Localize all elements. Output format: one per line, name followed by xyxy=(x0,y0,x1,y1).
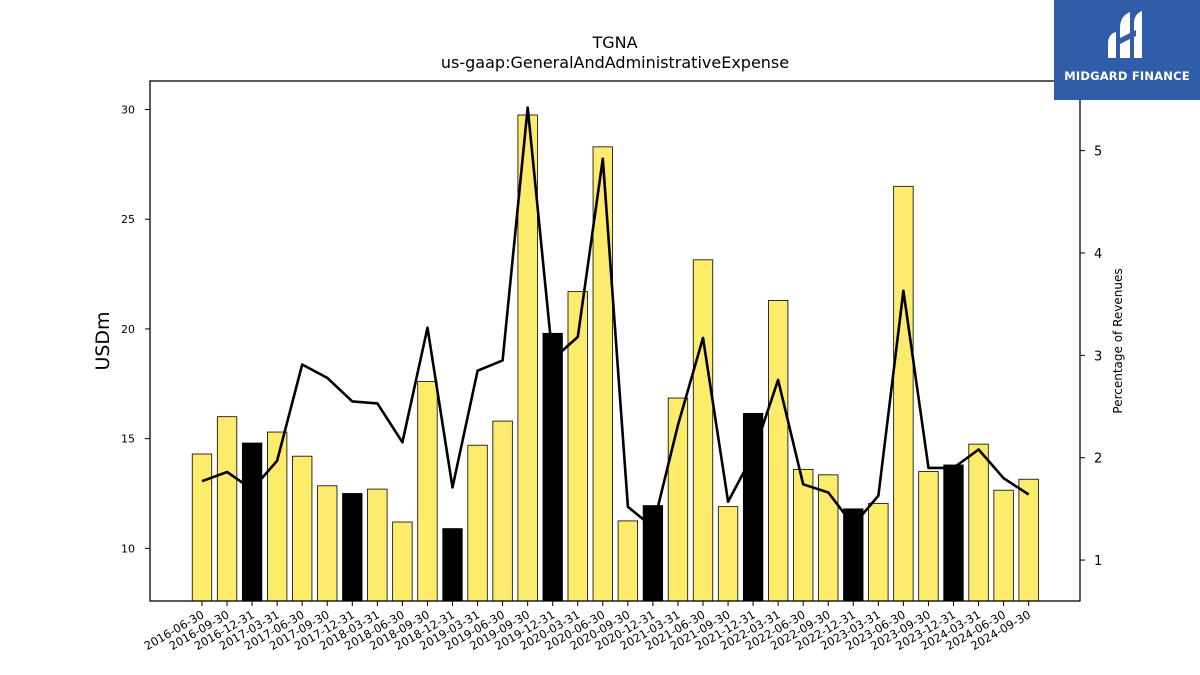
series-line xyxy=(201,106,1030,529)
y2-tick-label: 3 xyxy=(1094,349,1102,364)
bar xyxy=(717,506,739,602)
bar xyxy=(742,413,764,602)
bar xyxy=(918,471,939,602)
bar xyxy=(467,444,488,602)
bar xyxy=(968,443,989,602)
brand-logo: MIDGARD FINANCE xyxy=(1054,0,1200,100)
bar xyxy=(317,485,338,602)
y-tick-label: 25 xyxy=(121,213,135,226)
bar xyxy=(216,416,238,602)
logo-text: MIDGARD FINANCE xyxy=(1064,69,1190,83)
bar xyxy=(893,185,914,602)
bar xyxy=(241,442,263,602)
bar xyxy=(392,521,413,602)
y2-tick-label: 2 xyxy=(1094,452,1102,467)
bar xyxy=(993,489,1014,602)
y2-tick-label: 5 xyxy=(1094,145,1102,160)
bar xyxy=(342,493,363,602)
bar xyxy=(492,420,513,602)
bar xyxy=(292,455,313,602)
bar xyxy=(542,332,563,602)
x-axis: 2016-06-302016-09-302016-12-312017-03-31… xyxy=(142,601,1033,653)
y-tick-label: 15 xyxy=(121,433,135,446)
y-axis-label: USDm xyxy=(92,311,114,370)
bar xyxy=(642,505,664,602)
bar xyxy=(692,259,714,602)
bar xyxy=(367,488,388,602)
bar xyxy=(768,300,789,602)
bar xyxy=(868,502,889,602)
y-axis-right: 1 2 3 4 5 xyxy=(1080,145,1102,569)
chart-title: TGNA xyxy=(591,33,637,52)
bar xyxy=(442,528,463,602)
y2-tick-label: 1 xyxy=(1094,554,1102,569)
bar xyxy=(417,381,438,602)
bar xyxy=(617,520,638,602)
bars-layer xyxy=(191,114,1039,602)
y-tick-label: 10 xyxy=(121,542,135,555)
bar xyxy=(943,464,964,602)
bar xyxy=(843,508,864,602)
y-axis-left: 10 15 20 25 30 xyxy=(121,104,150,555)
y2-axis-label: Percentage of Revenues xyxy=(1111,268,1125,413)
line-layer xyxy=(201,106,1030,529)
chart-subtitle: us-gaap:GeneralAndAdministrativeExpense xyxy=(441,53,789,72)
plot-frame xyxy=(149,80,1081,602)
bar xyxy=(793,468,814,602)
y2-tick-label: 4 xyxy=(1094,247,1102,262)
y-tick-label: 20 xyxy=(121,323,135,336)
bar xyxy=(191,453,213,602)
bar xyxy=(1018,478,1039,602)
y-tick-label: 30 xyxy=(121,104,135,117)
logo-mark-icon xyxy=(1108,11,1142,58)
